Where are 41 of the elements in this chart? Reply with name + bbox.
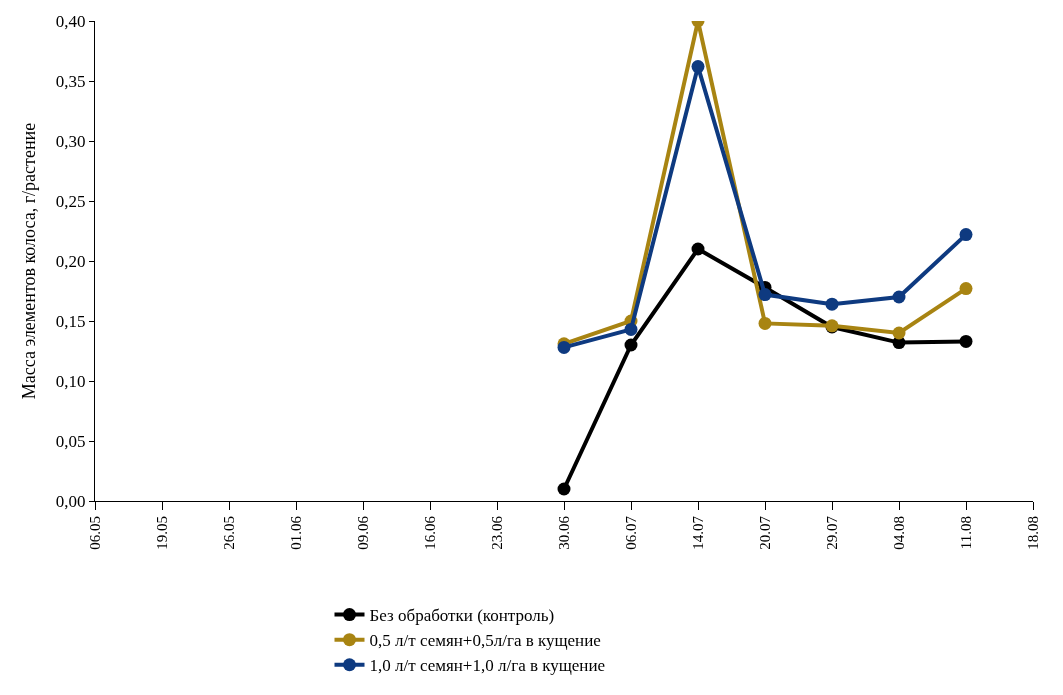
point (892, 290, 906, 304)
point (691, 242, 705, 256)
x-tick-label: 30.06 (555, 515, 572, 550)
x-tick-label: 04.08 (890, 516, 907, 550)
point (959, 228, 973, 242)
y-axis-title: Масса элементов колоса, г/растение (19, 122, 40, 400)
point (758, 316, 772, 330)
point (624, 322, 638, 336)
y-tick-label: 0,00 (55, 491, 86, 511)
legend-label: Без обработки (контроль) (369, 606, 555, 626)
point (959, 334, 973, 348)
point (691, 60, 705, 74)
x-tick-label: 11.08 (957, 516, 974, 550)
point (557, 482, 571, 496)
x-tick-label: 26.05 (220, 516, 237, 550)
x-tick-label: 01.06 (287, 515, 304, 550)
x-tick-label: 06.05 (86, 516, 103, 550)
y-tick-label: 0,10 (55, 371, 86, 391)
x-tick-label: 29.07 (823, 515, 840, 550)
x-tick-label: 16.06 (421, 515, 438, 550)
y-tick-label: 0,30 (55, 131, 86, 151)
y-tick-label: 0,35 (55, 71, 86, 91)
y-tick-label: 0,05 (55, 431, 86, 451)
point (758, 288, 772, 302)
x-tick-label: 09.06 (354, 515, 371, 550)
y-tick-label: 0,15 (55, 311, 86, 331)
y-tick-label: 0,40 (55, 11, 86, 31)
x-tick-label: 19.05 (153, 516, 170, 550)
x-tick-label: 18.08 (1024, 516, 1041, 550)
y-tick-label: 0,25 (55, 191, 86, 211)
legend-label: 0,5 л/т семян+0,5л/га в кущение (369, 631, 601, 651)
x-tick-label: 23.06 (488, 515, 505, 550)
x-tick-label: 14.07 (689, 515, 706, 550)
point (892, 326, 906, 340)
x-tick-label: 06.07 (622, 515, 639, 550)
point (624, 338, 638, 352)
point (959, 282, 973, 296)
legend-label: 1,0 л/т семян+1,0 л/га в кущение (369, 656, 606, 676)
x-tick-label: 20.07 (756, 515, 773, 550)
y-tick-label: 0,20 (55, 251, 86, 271)
point (825, 297, 839, 311)
